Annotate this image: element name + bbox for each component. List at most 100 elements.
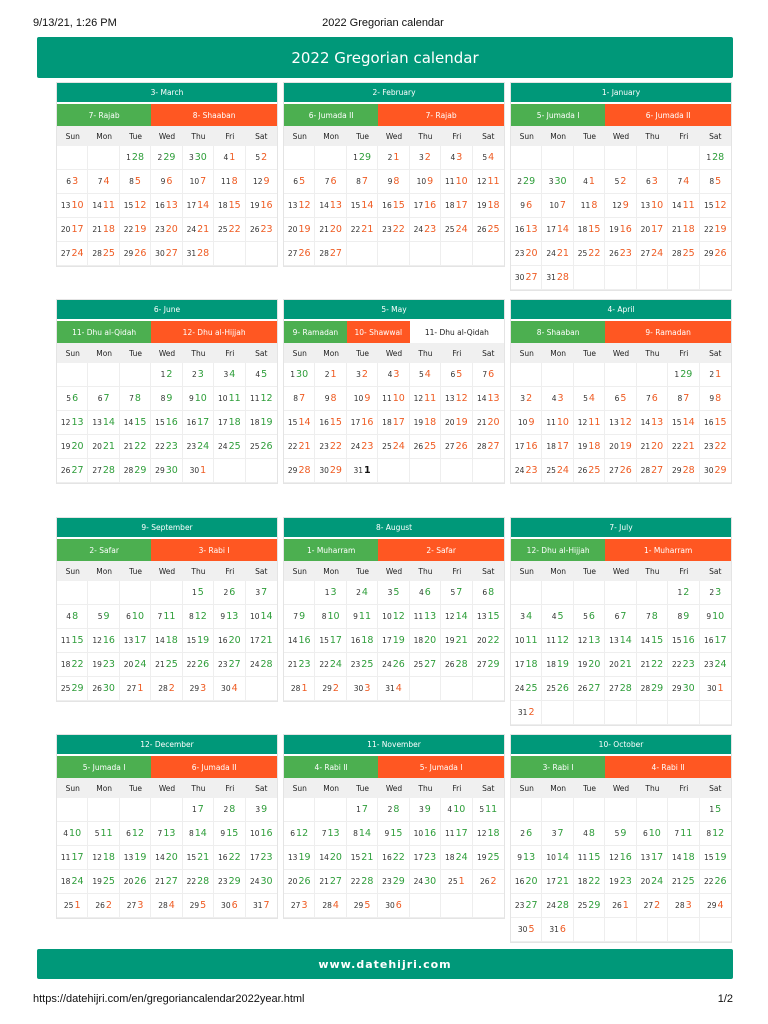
- day-cell[interactable]: 1 28: [699, 146, 731, 170]
- day-cell[interactable]: 16 13: [511, 218, 543, 242]
- day-cell[interactable]: 8 14: [182, 822, 215, 846]
- day-cell[interactable]: 14 11: [668, 194, 700, 218]
- day-cell[interactable]: 18 24: [441, 846, 473, 870]
- day-cell[interactable]: 20 19: [284, 218, 316, 242]
- day-cell[interactable]: 10 14: [245, 605, 277, 629]
- day-cell[interactable]: 13 14: [88, 411, 120, 435]
- day-cell[interactable]: 21 22: [636, 653, 669, 677]
- day-cell[interactable]: 26 23: [245, 218, 277, 242]
- day-cell[interactable]: 20 26: [119, 870, 152, 894]
- day-cell[interactable]: 27 28: [88, 459, 120, 483]
- day-cell[interactable]: 27 24: [57, 242, 89, 266]
- day-cell[interactable]: 28 27: [472, 435, 504, 459]
- day-cell[interactable]: 8 14: [346, 822, 379, 846]
- day-cell[interactable]: 14 13: [636, 411, 669, 435]
- day-cell[interactable]: 10 9: [346, 387, 379, 411]
- day-cell[interactable]: 23 20: [511, 242, 543, 266]
- day-cell[interactable]: 18 15: [573, 218, 606, 242]
- day-cell[interactable]: 11 15: [57, 629, 89, 653]
- day-cell[interactable]: 22 23: [151, 435, 183, 459]
- day-cell[interactable]: 15 19: [699, 846, 731, 870]
- day-cell[interactable]: 23 24: [699, 653, 731, 677]
- day-cell[interactable]: 21 20: [315, 218, 347, 242]
- day-cell[interactable]: 9 15: [214, 822, 246, 846]
- day-cell[interactable]: 23 22: [699, 435, 731, 459]
- day-cell[interactable]: 30 27: [511, 266, 543, 290]
- day-cell[interactable]: 24 21: [542, 242, 574, 266]
- day-cell[interactable]: 29 30: [151, 459, 183, 483]
- day-cell[interactable]: 6 12: [284, 822, 316, 846]
- day-cell[interactable]: 18 22: [57, 653, 89, 677]
- day-cell[interactable]: 12 11: [409, 387, 442, 411]
- day-cell[interactable]: 29 2: [315, 677, 347, 701]
- day-cell[interactable]: 25 27: [409, 653, 442, 677]
- day-cell[interactable]: 18 15: [214, 194, 246, 218]
- day-cell[interactable]: 25 22: [573, 242, 606, 266]
- day-cell[interactable]: 29 28: [284, 459, 316, 483]
- day-cell[interactable]: 17 16: [346, 411, 379, 435]
- day-cell[interactable]: 28 2: [151, 677, 183, 701]
- day-cell[interactable]: 17 14: [542, 218, 574, 242]
- day-cell[interactable]: 31 4: [378, 677, 410, 701]
- day-cell[interactable]: 17 23: [409, 846, 442, 870]
- day-cell[interactable]: 30 5: [511, 918, 543, 942]
- day-cell[interactable]: 6 10: [636, 822, 669, 846]
- day-cell[interactable]: 19 16: [605, 218, 637, 242]
- day-cell[interactable]: 3 30: [542, 170, 574, 194]
- day-cell[interactable]: 31 28: [542, 266, 574, 290]
- day-cell[interactable]: 15 14: [346, 194, 379, 218]
- day-cell[interactable]: 16 20: [511, 870, 543, 894]
- day-cell[interactable]: 21 25: [668, 870, 700, 894]
- day-cell[interactable]: 18 17: [441, 194, 473, 218]
- day-cell[interactable]: 24 25: [511, 677, 543, 701]
- day-cell[interactable]: 20 24: [119, 653, 152, 677]
- day-cell[interactable]: 30 27: [151, 242, 183, 266]
- day-cell[interactable]: 25 26: [245, 435, 277, 459]
- day-cell[interactable]: 25 24: [378, 435, 410, 459]
- day-cell[interactable]: 11 17: [441, 822, 473, 846]
- day-cell[interactable]: 11 8: [573, 194, 606, 218]
- day-cell[interactable]: 22 21: [284, 435, 316, 459]
- day-cell[interactable]: 18 20: [409, 629, 442, 653]
- day-cell[interactable]: 10 11: [511, 629, 543, 653]
- day-cell[interactable]: 24 30: [409, 870, 442, 894]
- day-cell[interactable]: 14 16: [284, 629, 316, 653]
- day-cell[interactable]: 18 22: [573, 870, 606, 894]
- day-cell[interactable]: 6 10: [119, 605, 152, 629]
- day-cell[interactable]: 28 29: [119, 459, 152, 483]
- day-cell[interactable]: 22 19: [119, 218, 152, 242]
- day-cell[interactable]: 11 10: [378, 387, 410, 411]
- day-cell[interactable]: 26 25: [409, 435, 442, 459]
- day-cell[interactable]: 28 27: [636, 459, 669, 483]
- day-cell[interactable]: 28 25: [668, 242, 700, 266]
- day-cell[interactable]: 9 11: [346, 605, 379, 629]
- day-cell[interactable]: 28 4: [315, 894, 347, 918]
- day-cell[interactable]: 29 26: [119, 242, 152, 266]
- day-cell[interactable]: 16 15: [699, 411, 731, 435]
- day-cell[interactable]: 23 27: [511, 894, 543, 918]
- day-cell[interactable]: 10 16: [409, 822, 442, 846]
- day-cell[interactable]: 15 21: [346, 846, 379, 870]
